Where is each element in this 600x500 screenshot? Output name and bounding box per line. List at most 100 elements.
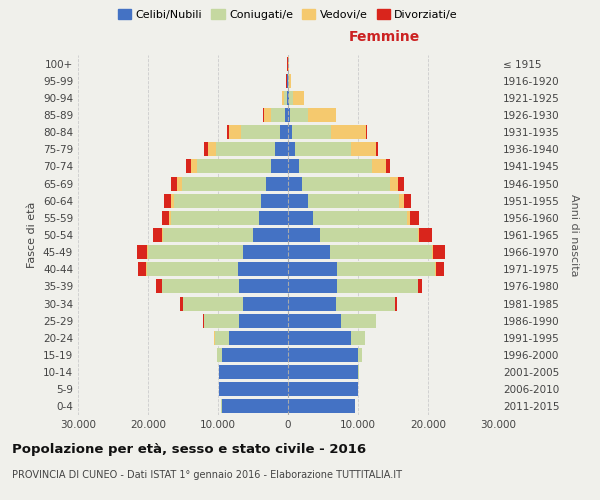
Bar xyxy=(162,280,239,293)
Bar xyxy=(288,296,335,310)
Bar xyxy=(288,91,289,105)
Bar xyxy=(187,160,191,173)
Legend: Celibi/Nubili, Coniugati/e, Vedovi/e, Divorziati/e: Celibi/Nubili, Coniugati/e, Vedovi/e, Di… xyxy=(113,5,463,24)
Bar xyxy=(280,125,288,139)
Bar xyxy=(275,142,288,156)
Text: PROVINCIA DI CUNEO - Dati ISTAT 1° gennaio 2016 - Elaborazione TUTTITALIA.IT: PROVINCIA DI CUNEO - Dati ISTAT 1° genna… xyxy=(12,470,402,480)
Bar xyxy=(221,400,288,413)
Text: Femmine: Femmine xyxy=(349,30,420,44)
Bar xyxy=(293,91,304,105)
Bar xyxy=(351,331,365,345)
Bar xyxy=(239,280,288,293)
Bar xyxy=(337,280,418,293)
Bar xyxy=(208,142,216,156)
Bar xyxy=(436,262,444,276)
Bar xyxy=(227,125,229,139)
Bar xyxy=(410,211,419,225)
Bar xyxy=(366,125,367,139)
Bar xyxy=(153,228,163,242)
Y-axis label: Fasce di età: Fasce di età xyxy=(28,202,37,268)
Bar xyxy=(259,211,288,225)
Bar xyxy=(229,125,241,139)
Bar xyxy=(398,176,404,190)
Bar xyxy=(287,91,288,105)
Bar xyxy=(180,296,183,310)
Bar xyxy=(204,314,239,328)
Bar xyxy=(288,331,351,345)
Bar xyxy=(163,228,253,242)
Bar xyxy=(288,108,290,122)
Bar xyxy=(292,125,331,139)
Bar xyxy=(289,91,293,105)
Bar xyxy=(171,211,259,225)
Bar xyxy=(331,125,366,139)
Bar xyxy=(418,228,419,242)
Bar xyxy=(419,228,432,242)
Bar xyxy=(288,211,313,225)
Bar xyxy=(288,142,295,156)
Bar xyxy=(395,296,397,310)
Bar xyxy=(431,245,433,259)
Bar xyxy=(404,194,410,207)
Bar xyxy=(302,176,389,190)
Bar xyxy=(239,314,288,328)
Bar xyxy=(242,296,288,310)
Bar xyxy=(218,365,220,379)
Bar xyxy=(138,262,146,276)
Bar xyxy=(288,160,299,173)
Bar xyxy=(337,262,435,276)
Bar xyxy=(299,160,372,173)
Bar xyxy=(266,176,288,190)
Bar xyxy=(216,142,275,156)
Bar xyxy=(183,296,242,310)
Bar xyxy=(389,176,398,190)
Bar xyxy=(282,91,284,105)
Bar xyxy=(288,280,337,293)
Bar xyxy=(253,228,288,242)
Bar xyxy=(161,211,169,225)
Bar xyxy=(288,314,341,328)
Bar xyxy=(263,108,271,122)
Bar xyxy=(215,331,229,345)
Bar xyxy=(288,348,358,362)
Bar xyxy=(271,160,288,173)
Bar xyxy=(191,160,197,173)
Bar xyxy=(341,314,376,328)
Bar xyxy=(288,194,308,207)
Bar xyxy=(178,176,182,190)
Bar xyxy=(217,348,221,362)
Bar xyxy=(433,245,445,259)
Bar xyxy=(386,160,390,173)
Bar xyxy=(376,142,379,156)
Bar xyxy=(308,108,335,122)
Bar xyxy=(238,262,288,276)
Bar xyxy=(148,245,242,259)
Bar xyxy=(288,245,330,259)
Bar xyxy=(284,91,287,105)
Bar xyxy=(271,108,284,122)
Bar xyxy=(203,314,204,328)
Y-axis label: Anni di nascita: Anni di nascita xyxy=(569,194,579,276)
Bar xyxy=(308,194,398,207)
Bar xyxy=(220,365,288,379)
Bar xyxy=(358,348,362,362)
Bar xyxy=(407,211,410,225)
Bar xyxy=(169,211,171,225)
Bar xyxy=(197,160,271,173)
Bar xyxy=(137,245,148,259)
Bar xyxy=(320,228,418,242)
Bar xyxy=(372,160,386,173)
Bar xyxy=(204,142,208,156)
Bar xyxy=(182,176,266,190)
Bar xyxy=(335,296,395,310)
Bar xyxy=(220,382,288,396)
Bar xyxy=(242,245,288,259)
Bar xyxy=(146,262,238,276)
Bar xyxy=(241,125,280,139)
Bar xyxy=(313,211,407,225)
Bar xyxy=(418,280,422,293)
Bar xyxy=(288,125,292,139)
Bar xyxy=(398,194,404,207)
Bar xyxy=(229,331,288,345)
Bar xyxy=(164,194,171,207)
